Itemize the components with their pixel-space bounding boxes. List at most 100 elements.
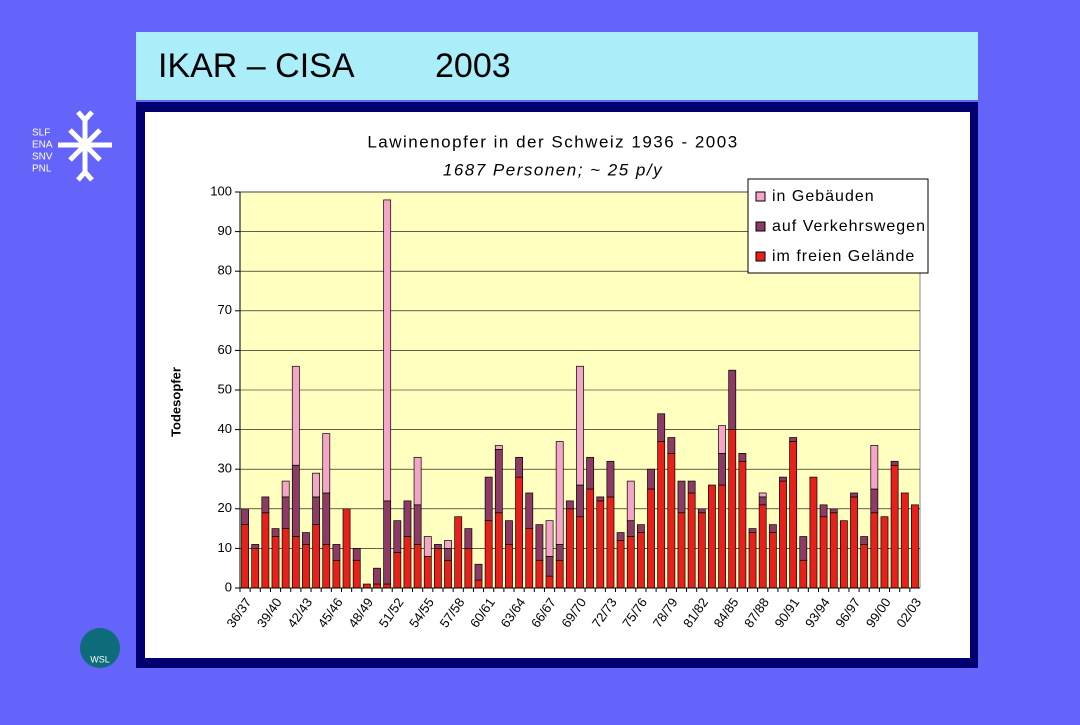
bar-segment (393, 520, 402, 553)
bar-segment (342, 508, 351, 589)
bar-segment (565, 500, 574, 510)
bar-segment (819, 516, 828, 589)
legend-swatch (755, 191, 766, 202)
bar-segment (271, 536, 280, 589)
bar-segment (464, 528, 473, 549)
bar-segment (464, 548, 473, 589)
y-axis-label: Todesopfer (168, 367, 183, 437)
y-tick-label: 50 (218, 381, 232, 396)
bar-segment (291, 536, 300, 589)
bar-segment (647, 468, 655, 490)
bar-segment (829, 508, 838, 514)
bar-segment (667, 453, 676, 589)
legend-label: im freien Gelände (772, 248, 915, 265)
bar-segment (799, 536, 808, 561)
chart-subtitle: 1687 Personen; ~ 25 p/y (443, 160, 663, 179)
bar-segment (789, 437, 798, 442)
bar-segment (302, 532, 310, 545)
legend-label: auf Verkehrswegen (772, 218, 926, 235)
slide-year: 2003 (435, 47, 511, 85)
bar-segment (555, 441, 564, 545)
bar-segment (434, 544, 442, 549)
bar-segment (555, 544, 564, 561)
bar-segment (525, 528, 534, 589)
bar-segment (758, 496, 767, 506)
bar-segment (860, 544, 869, 589)
bar-segment (515, 456, 524, 478)
bar-segment (799, 559, 808, 589)
bar-segment (789, 441, 798, 589)
y-tick-label: 0 (225, 579, 232, 594)
bar-segment (647, 488, 655, 589)
logo-text: PNL (32, 164, 52, 175)
bar-segment (444, 559, 452, 589)
bar-segment (718, 484, 726, 589)
bar-segment (565, 508, 574, 589)
legend-box (747, 178, 929, 274)
bar-segment (880, 516, 889, 589)
bar-segment (322, 433, 331, 494)
y-tick-label: 90 (218, 223, 232, 238)
bar-segment (271, 528, 280, 537)
bar-segment (636, 532, 645, 589)
bar-segment (626, 520, 635, 537)
bar-segment (779, 476, 787, 482)
bar-segment (758, 504, 767, 589)
logo-text: SLF (32, 128, 50, 139)
y-tick-label: 40 (218, 421, 232, 436)
bar-segment (312, 496, 321, 525)
bar-segment (768, 532, 777, 589)
bar-segment (413, 456, 422, 506)
bar-segment (576, 365, 584, 486)
legend-swatch (755, 251, 766, 262)
bar-segment (322, 544, 331, 589)
bar-segment (251, 548, 260, 589)
title-band (136, 32, 978, 100)
bar-segment (576, 484, 584, 518)
bar-segment (738, 460, 747, 589)
bar-segment (616, 540, 625, 589)
bar-segment (657, 441, 666, 589)
logo: WSL (58, 110, 120, 668)
bar-segment (728, 429, 737, 589)
bar-segment (839, 520, 848, 589)
bar-segment (281, 496, 290, 529)
bar-segment (291, 464, 300, 537)
bar-segment (352, 548, 361, 561)
bar-segment (413, 544, 422, 589)
bar-segment (728, 369, 737, 430)
y-tick-label: 30 (218, 461, 232, 476)
bar-segment (444, 540, 452, 549)
bar-segment (667, 437, 676, 454)
bar-segment (241, 524, 249, 589)
bar-segment (657, 413, 666, 442)
legend-swatch (755, 221, 766, 232)
y-tick-label: 100 (210, 183, 232, 198)
bar-segment (393, 552, 402, 589)
bar-segment (890, 460, 899, 466)
bar-segment (860, 536, 869, 545)
bar-segment (281, 528, 290, 589)
bar-segment (819, 504, 828, 518)
bar-segment (890, 464, 899, 589)
bar-segment (332, 559, 341, 589)
bar-segment (291, 365, 300, 466)
y-tick-label: 10 (218, 540, 232, 555)
bar-segment (484, 476, 493, 522)
bar-segment (494, 445, 503, 450)
bar-segment (586, 456, 595, 490)
bar-segment (444, 548, 452, 561)
logo-star (58, 110, 112, 182)
y-tick-label: 80 (218, 263, 232, 278)
bar-segment (383, 583, 392, 589)
bar-segment (312, 524, 321, 589)
bar-segment (545, 520, 554, 557)
bar-segment (413, 504, 422, 545)
bar-segment (718, 425, 726, 454)
bar-segment (545, 575, 554, 589)
bar-segment (626, 480, 635, 522)
bar-segment (687, 480, 696, 494)
bar-segment (494, 512, 503, 589)
bar-segment (312, 472, 321, 498)
bar-segment (586, 488, 595, 589)
